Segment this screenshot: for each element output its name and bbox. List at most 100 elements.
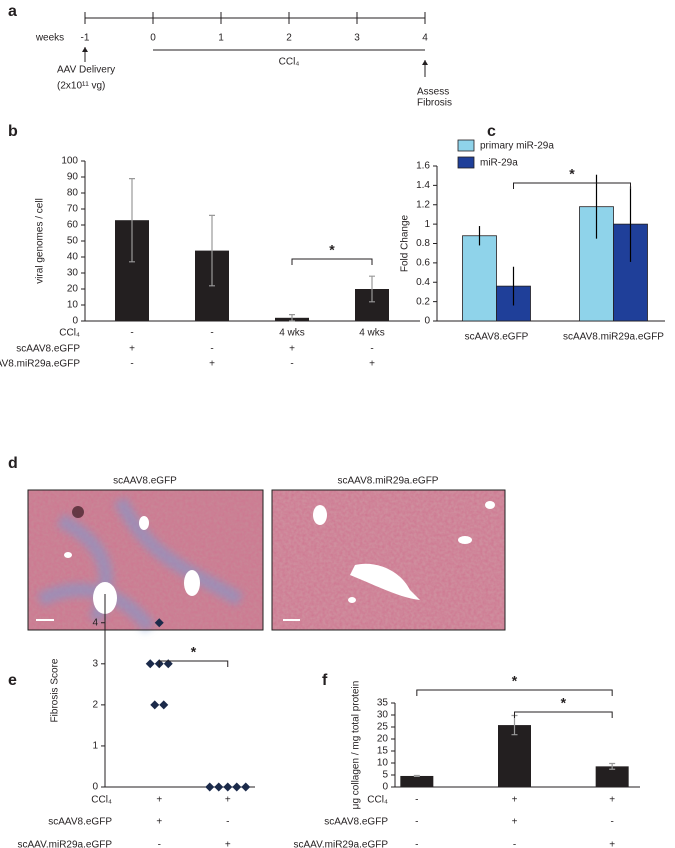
significance-bracket [514,711,613,718]
timeline-tick-label: 1 [218,33,224,44]
error-bar [129,178,135,263]
condition-label: scAAV.miR29a.eGFP [294,840,389,848]
panel-label: c [487,123,496,140]
y-tick-label: 100 [61,156,78,167]
panel-label: a [8,3,17,20]
x-tick-label: scAAV8.eGFP [465,332,529,343]
condition-value: 4 wks [359,328,385,339]
y-tick-label: 1.4 [416,180,430,191]
condition-value: + [225,840,231,848]
micrograph-title: scAAV8.miR29a.eGFP [338,476,439,487]
bar [400,775,434,787]
condition-label: scAAV8.miR29a.eGFP [0,359,80,370]
y-tick-label: 4 [92,617,98,628]
y-tick-label: 35 [377,698,389,709]
dot [223,782,233,792]
y-tick-label: 90 [67,172,79,183]
significance-label: * [191,644,197,660]
condition-value: + [512,817,518,828]
arrow-head [82,47,88,52]
y-tick-label: 0 [424,316,430,327]
panel-label: b [8,123,18,140]
bar [462,235,497,322]
timeline-tick-label: 3 [354,33,360,44]
error-bar [413,774,420,778]
y-axis-label: μg collagen / mg total protein [351,681,362,810]
dot [154,618,164,628]
condition-value: - [226,817,229,828]
error-bar [289,314,295,322]
condition-value: 4 wks [279,328,305,339]
condition-value: + [225,795,231,806]
y-tick-label: 60 [67,220,79,231]
y-tick-label: 70 [67,204,79,215]
dot [205,782,215,792]
condition-value: + [156,795,162,806]
condition-value: - [130,328,133,339]
delivery-label: (2x10¹¹ vg) [57,81,105,92]
y-tick-label: 25 [377,722,389,733]
y-tick-label: 50 [67,236,79,247]
significance-label: * [569,166,575,182]
condition-value: - [415,817,418,828]
significance-label: * [329,242,335,258]
condition-label: CCl₄ [367,795,388,806]
y-tick-label: 0.2 [416,296,430,307]
panel-label: e [8,672,17,689]
condition-value: - [370,344,373,355]
y-tick-label: 30 [377,710,389,721]
bar [498,725,531,787]
y-tick-label: 1.6 [416,161,430,172]
error-bar [209,214,215,287]
x-tick-label: scAAV8.miR29a.eGFP [563,332,664,343]
significance-bracket [158,660,229,667]
y-tick-label: 10 [377,758,389,769]
y-axis-label: Fibrosis Score [50,658,61,722]
dot [150,700,160,710]
y-tick-label: 10 [67,300,79,311]
bar [595,766,629,787]
condition-value: - [158,840,161,848]
y-tick-label: 20 [377,734,389,745]
timeline-tick-label: 0 [150,33,156,44]
y-tick-label: 15 [377,746,389,757]
y-axis-label: Fold Change [400,214,411,272]
significance-bracket [291,258,373,265]
treatment-label: CCl₄ [279,57,300,68]
condition-value: - [415,840,418,848]
condition-value: - [513,840,516,848]
timeline-label: weeks [35,33,64,44]
condition-value: + [609,795,615,806]
condition-value: - [415,795,418,806]
y-axis-label: viral genomes / cell [35,198,46,284]
assessment-label: Fibrosis [417,98,452,109]
condition-value: + [369,359,375,370]
timeline-tick-label: -1 [81,33,90,44]
y-tick-label: 40 [67,252,79,263]
y-tick-label: 1 [92,741,98,752]
y-tick-label: 0 [72,316,78,327]
y-tick-label: 1 [424,219,430,230]
micrograph-title: scAAV8.eGFP [113,476,177,487]
y-tick-label: 80 [67,188,79,199]
y-tick-label: 0.6 [416,258,430,269]
condition-label: scAAV8.eGFP [48,817,112,828]
condition-value: - [610,817,613,828]
dot [241,782,251,792]
assessment-label: Assess [417,87,449,98]
legend-swatch [457,156,475,169]
y-tick-label: 5 [382,770,388,781]
micrograph-right [271,489,506,631]
dot [159,700,169,710]
condition-label: CCl₄ [91,795,112,806]
y-tick-label: 30 [67,268,79,279]
condition-label: scAAV.miR29a.eGFP [18,840,113,848]
y-tick-label: 1.2 [416,199,430,210]
y-tick-label: 0 [382,782,388,793]
dot [232,782,242,792]
y-tick-label: 0 [92,782,98,793]
dot [163,659,173,669]
condition-value: + [209,359,215,370]
y-tick-label: 0.8 [416,238,430,249]
